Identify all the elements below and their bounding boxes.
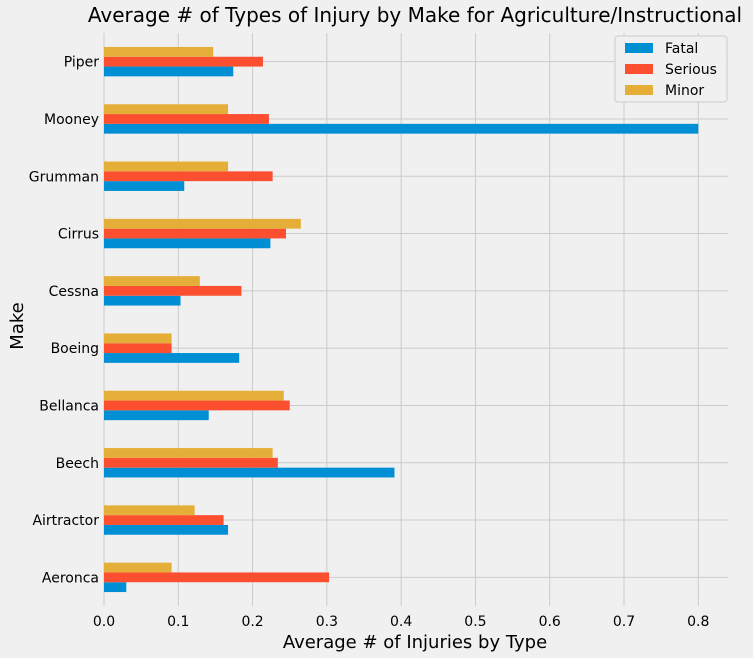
legend-swatch-serious (625, 64, 653, 74)
chart-title: Average # of Types of Injury by Make for… (88, 3, 742, 27)
y-axis-label: Make (7, 302, 28, 349)
bar-minor-bellanca (104, 390, 284, 401)
bar-minor-cessna (104, 276, 200, 286)
bar-fatal-piper (104, 66, 234, 77)
bar-minor-boeing (104, 333, 172, 344)
bar-fatal-cessna (104, 295, 181, 306)
x-tick-label: 0.8 (687, 614, 709, 630)
bar-minor-beech (104, 448, 273, 458)
legend: Fatal Serious Minor (614, 35, 728, 103)
bar-fatal-beech (104, 467, 395, 478)
bar-fatal-airtractor (104, 524, 229, 535)
bar-fatal-boeing (104, 353, 240, 363)
y-tick-label: Airtractor (32, 513, 99, 529)
bar-fatal-aeronca (104, 582, 127, 593)
y-tick-label: Mooney (44, 112, 99, 128)
y-tick-labels: Aeronca Airtractor Beech Bellanca Boeing Cess… (29, 55, 99, 587)
x-tick-label: 0.2 (241, 614, 263, 630)
bar-fatal-grumman (104, 181, 185, 191)
bar-minor-mooney (104, 104, 229, 115)
legend-label-minor: Minor (665, 83, 704, 99)
bar-fatal-bellanca (104, 410, 209, 421)
bars (104, 46, 699, 593)
y-tick-label: Cessna (49, 284, 99, 300)
bar-serious-mooney (104, 114, 269, 124)
x-tick-labels: 0.0 0.1 0.2 0.3 0.4 0.5 0.6 0.7 0.8 (93, 614, 710, 630)
y-tick-label: Piper (64, 55, 100, 71)
legend-swatch-minor (625, 85, 653, 95)
bar-fatal-mooney (104, 123, 699, 134)
bar-fatal-cirrus (104, 238, 271, 249)
bar-minor-aeronca (104, 562, 172, 573)
y-tick-label: Boeing (51, 341, 99, 357)
legend-label-fatal: Fatal (665, 41, 698, 57)
bar-serious-aeronca (104, 572, 330, 583)
bar-minor-airtractor (104, 505, 195, 516)
y-tick-label: Bellanca (39, 398, 99, 414)
bar-serious-airtractor (104, 515, 224, 525)
bar-serious-piper (104, 56, 263, 67)
bar-serious-cirrus (104, 228, 286, 239)
bar-serious-bellanca (104, 400, 290, 411)
bar-minor-cirrus (104, 218, 301, 229)
x-tick-label: 0.5 (464, 614, 486, 630)
legend-label-serious: Serious (665, 62, 717, 78)
bar-serious-cessna (104, 285, 242, 296)
x-tick-label: 0.7 (613, 614, 635, 630)
y-tick-label: Beech (56, 456, 99, 472)
bar-serious-beech (104, 457, 278, 468)
y-tick-label: Cirrus (58, 227, 99, 243)
x-tick-label: 0.3 (316, 614, 338, 630)
x-axis-label: Average # of Injuries by Type (283, 632, 547, 653)
y-tick-label: Grumman (29, 169, 99, 185)
bar-serious-grumman (104, 171, 273, 182)
bar-minor-grumman (104, 161, 229, 172)
legend-swatch-fatal (625, 43, 653, 53)
x-tick-label: 0.1 (167, 614, 189, 630)
x-tick-label: 0.0 (93, 614, 115, 630)
x-tick-label: 0.4 (390, 614, 412, 630)
bar-minor-piper (104, 46, 214, 57)
y-tick-label: Aeronca (42, 570, 99, 586)
bar-serious-boeing (104, 343, 172, 354)
x-tick-label: 0.6 (539, 614, 561, 630)
